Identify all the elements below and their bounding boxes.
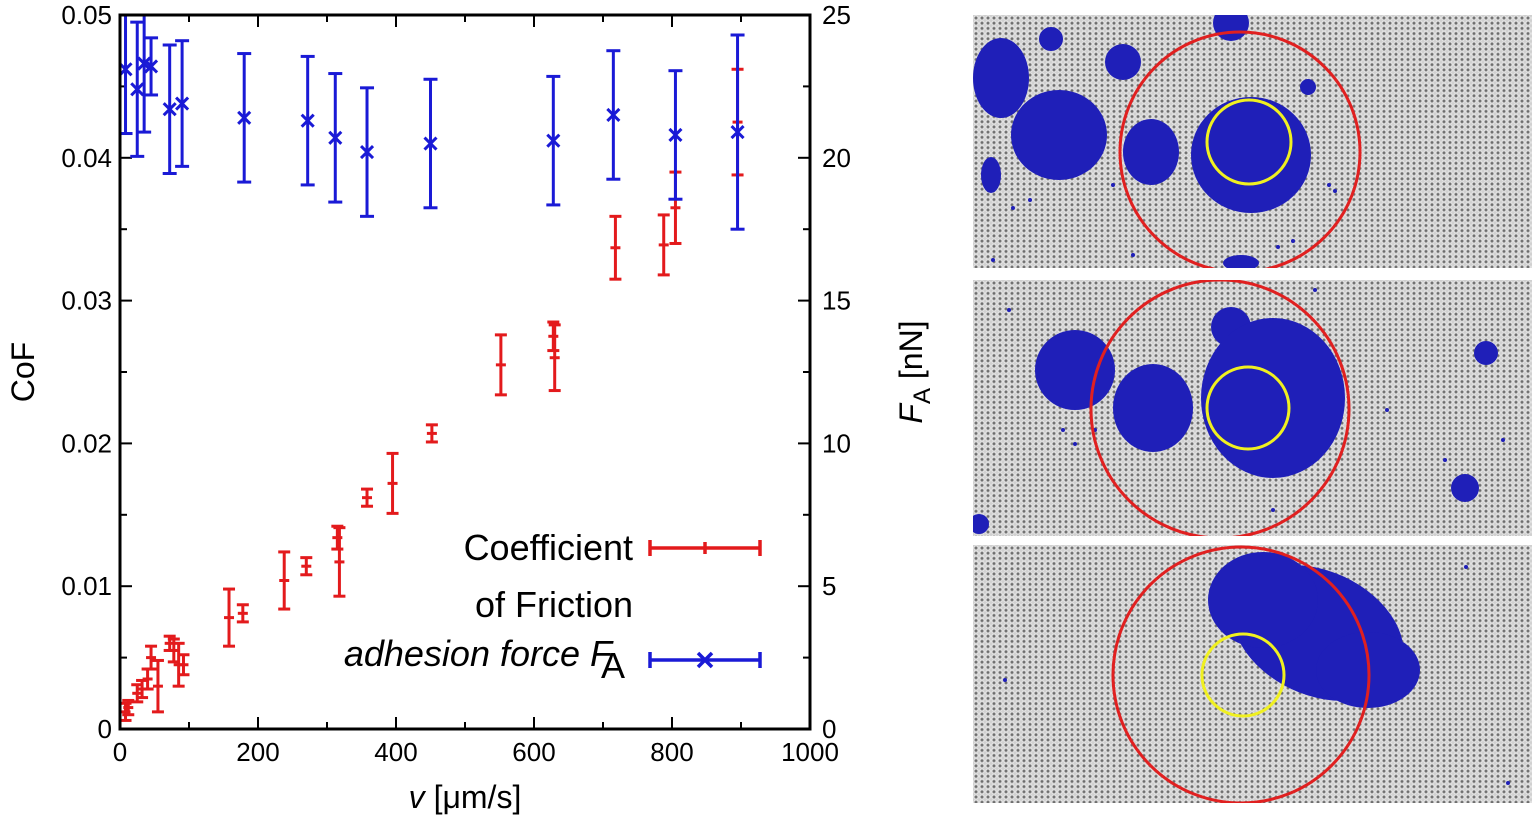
plot-frame: [118, 13, 812, 731]
y-right-tick-label: 10: [822, 428, 851, 458]
axis-ticks: [119, 14, 811, 730]
data-point-x: [606, 107, 621, 123]
y-left-tick-label: 0: [98, 714, 112, 744]
y-left-tick-label: 0.05: [61, 0, 112, 30]
data-point-x: [359, 145, 375, 160]
legend-cof-symbol: [648, 540, 762, 556]
x-tick-label: 600: [512, 737, 555, 767]
data-point-x: [130, 82, 145, 97]
y-axis-left-title: CoF: [5, 342, 41, 402]
series-adhesion: [120, 15, 745, 231]
legend: Coefficient of Friction adhesion force F…: [344, 527, 762, 686]
data-point-x: [120, 62, 133, 77]
x-tick-label: 400: [374, 737, 417, 767]
y-axis-right-title: FA [nN]: [893, 320, 936, 423]
data-point-x: [237, 110, 252, 125]
y-left-tick-label: 0.03: [61, 286, 112, 316]
data-point-x: [668, 127, 683, 143]
snapshot-middle: [973, 280, 1532, 536]
y-right-tick-label: 15: [822, 286, 851, 316]
data-point-x: [300, 113, 315, 128]
y-left-tick-label: 0.04: [61, 143, 112, 173]
y-right-tick-label: 20: [822, 143, 851, 173]
snapshot-top: [973, 15, 1532, 268]
data-point-x: [143, 59, 159, 74]
y-right-tick-label: 0: [822, 714, 836, 744]
chart: 0 200 400 600 800 100000.010.020.030.040.0505…: [5, 0, 936, 815]
data-point-x: [546, 133, 561, 148]
y-right-tick-label: 25: [822, 0, 851, 30]
snapshot-bottom: [973, 545, 1532, 803]
y-right-tick-label: 5: [822, 571, 836, 601]
x-axis-title: v [μm/s]: [409, 779, 522, 815]
legend-adhesion-subscript: A: [601, 645, 625, 686]
x-tick-label: 200: [236, 737, 279, 767]
data-point-x: [423, 136, 438, 151]
legend-cof-label-line2: of Friction: [475, 584, 633, 625]
y-left-tick-label: 0.02: [61, 428, 112, 458]
data-series: [120, 15, 745, 722]
legend-adhesion-symbol: [648, 651, 762, 669]
data-point-x: [730, 125, 745, 140]
data-point-x: [137, 56, 152, 71]
x-tick-label: 800: [650, 737, 693, 767]
data-point-x: [162, 102, 177, 117]
legend-cof-label-line1: Coefficient: [464, 527, 633, 568]
axis-tick-labels: 0 200 400 600 800 100000.010.020.030.040.0505…: [61, 0, 851, 767]
y-left-tick-label: 0.01: [61, 571, 112, 601]
x-tick-label: 1000: [781, 737, 839, 767]
data-point-x: [328, 130, 343, 145]
x-tick-label: 0: [113, 737, 127, 767]
data-point-x: [175, 96, 190, 111]
legend-adhesion-label: adhesion force F: [344, 633, 614, 674]
